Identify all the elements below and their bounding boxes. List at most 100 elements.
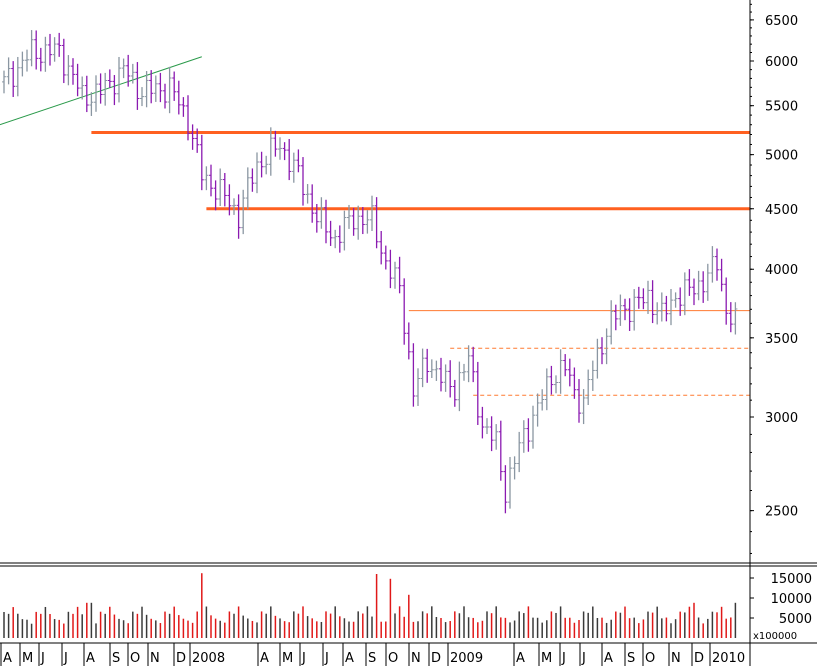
x-tick-label: S [368, 651, 376, 666]
price-bar [305, 184, 310, 204]
price-bar [521, 420, 526, 453]
x-tick-label: D [431, 651, 441, 666]
price-bar [365, 210, 370, 234]
price-bar [397, 256, 402, 294]
price-bar [443, 364, 448, 392]
price-bar [259, 151, 264, 178]
price-bar [310, 184, 315, 223]
price-bar [273, 130, 278, 157]
price-bar [66, 55, 71, 86]
price-bar [719, 258, 724, 292]
price-bar [705, 263, 710, 301]
price-bar [420, 348, 425, 388]
price-bar [388, 249, 393, 289]
price-bar [48, 33, 52, 66]
price-bar [452, 379, 457, 407]
volume-unit-label: x100000 [753, 631, 797, 642]
price-bar [655, 302, 660, 325]
price-bar [135, 62, 140, 110]
price-bar [43, 36, 48, 72]
price-bar [71, 58, 75, 85]
price-bar [480, 406, 485, 439]
x-tick-label: O [130, 651, 140, 666]
price-bar [641, 288, 646, 310]
volume-tick-label: 15000 [771, 572, 812, 587]
x-tick-label: M [282, 651, 293, 666]
price-bar [696, 270, 701, 301]
price-bar [80, 76, 85, 100]
price-bar [577, 379, 581, 423]
price-bar [34, 30, 39, 70]
price-bar [236, 194, 241, 239]
price-bar [144, 71, 149, 108]
price-bar [360, 206, 365, 235]
x-tick-label: J [40, 651, 45, 666]
price-bar [540, 389, 545, 411]
support-resistance-lines [91, 131, 750, 396]
price-tick-label: 2500 [765, 505, 798, 520]
price-bar [673, 292, 678, 308]
price-bar [117, 56, 121, 103]
price-bar [6, 57, 11, 85]
price-bar [733, 302, 738, 335]
price-bar [425, 348, 430, 383]
price-bar [130, 63, 135, 84]
price-bar [89, 92, 94, 116]
x-tick-label: J [581, 651, 586, 666]
price-bar [586, 369, 591, 406]
price-bar [489, 416, 494, 452]
price-tick-label: 6500 [765, 14, 798, 29]
price-bar [554, 375, 558, 394]
price-bar [255, 152, 259, 194]
price-bar [328, 220, 333, 246]
price-tick-label: 3000 [765, 411, 798, 426]
x-tick-label: J [301, 651, 306, 666]
x-tick-label: D [694, 651, 704, 666]
price-bar [572, 367, 577, 399]
price-bar [232, 198, 236, 215]
price-bar [549, 365, 554, 395]
x-tick-label: A [604, 651, 613, 666]
price-bar [351, 207, 356, 236]
price-bar [11, 61, 16, 97]
price-bar [319, 197, 324, 229]
volume-panel [3, 573, 737, 638]
price-bar [121, 58, 126, 79]
x-tick-label: J [561, 651, 566, 666]
price-bar [282, 142, 287, 161]
price-bar [604, 328, 609, 365]
price-bar [370, 195, 374, 231]
price-bar [692, 278, 696, 306]
price-bar [715, 248, 719, 281]
price-bar [213, 180, 218, 211]
price-bar [462, 363, 466, 381]
price-bar [632, 289, 637, 331]
price-bar [567, 358, 572, 387]
price-bar [324, 199, 328, 244]
price-bar [84, 75, 89, 113]
price-bar [439, 357, 443, 392]
x-tick-label: N [671, 651, 681, 666]
price-bar [393, 261, 397, 289]
price-bar [682, 272, 687, 316]
price-bar [406, 322, 411, 360]
price-panel [0, 30, 750, 514]
price-bar [107, 69, 112, 88]
price-bar [250, 168, 255, 192]
price-bar [57, 32, 62, 57]
x-tick-label: 2008 [192, 651, 225, 666]
price-bar [618, 294, 623, 326]
price-bar [609, 300, 614, 345]
price-bar [558, 349, 563, 394]
price-bar [218, 168, 223, 207]
price-bar [222, 173, 227, 207]
volume-bars [3, 573, 737, 638]
x-tick-label: A [260, 651, 269, 666]
price-bar [186, 95, 190, 141]
price-bar [181, 97, 186, 117]
price-bars [2, 30, 738, 514]
volume-tick-label: 10000 [771, 592, 812, 607]
price-bar [379, 230, 384, 265]
price-bar [38, 47, 43, 72]
price-bar [498, 420, 503, 481]
